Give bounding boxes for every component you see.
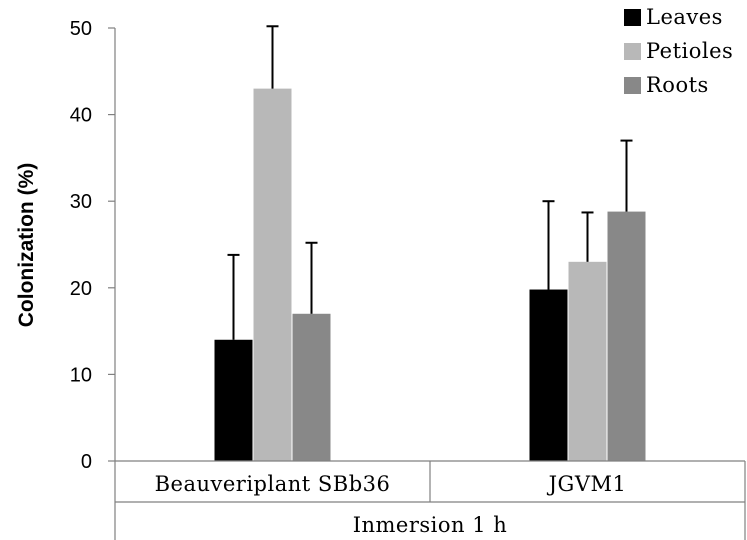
y-tick-label: 20 (70, 278, 92, 300)
bar-roots-2 (607, 211, 646, 461)
y-tick-label: 30 (70, 191, 92, 213)
x-group-label: Inmersion 1 h (353, 513, 508, 537)
legend-swatch-leaves (624, 9, 641, 26)
legend-label-roots: Roots (646, 73, 709, 97)
legend-label-leaves: Leaves (646, 5, 723, 29)
x-category-label: JGVM1 (547, 472, 627, 496)
y-axis-title: Colonization (%) (15, 163, 38, 327)
x-category-label: Beauveriplant SBb36 (155, 472, 391, 496)
y-tick-label: 0 (81, 451, 92, 473)
bar-petioles-1 (253, 88, 292, 462)
y-tick-label: 40 (70, 105, 92, 127)
y-axis-title-group: Colonization (%) (15, 163, 38, 327)
bar-leaves-2 (529, 289, 568, 461)
bar-petioles-2 (568, 261, 607, 461)
legend-label-petioles: Petioles (646, 39, 733, 63)
y-tick-label: 10 (70, 364, 92, 386)
bar-roots-1 (292, 313, 331, 461)
bar-leaves-1 (214, 339, 253, 461)
legend-swatch-petioles (624, 43, 641, 60)
y-tick-label: 50 (70, 18, 92, 40)
legend-swatch-roots (624, 77, 641, 94)
